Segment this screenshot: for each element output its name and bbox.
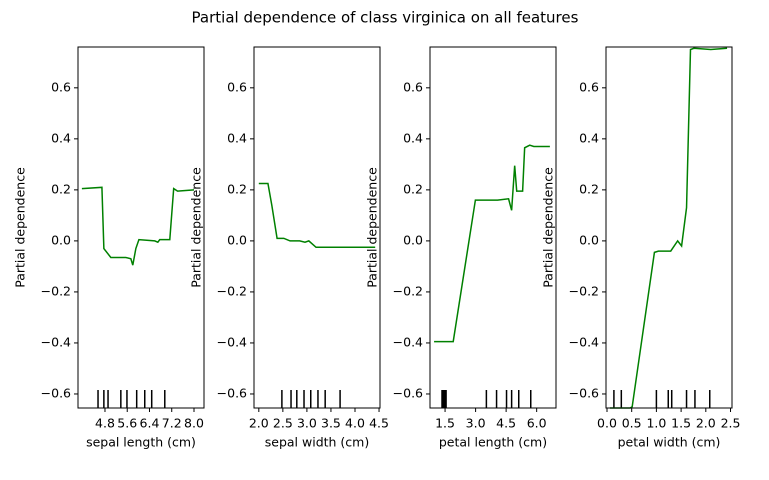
y-tick-label: −0.4 bbox=[41, 334, 71, 349]
x-tick-label: 2.5 bbox=[721, 416, 741, 431]
x-tick-label: 6.0 bbox=[527, 416, 547, 431]
x-tick-label: 1.0 bbox=[646, 416, 666, 431]
y-tick-label: 0.2 bbox=[227, 181, 247, 196]
y-tick-label: −0.6 bbox=[569, 385, 599, 400]
y-tick-label: −0.2 bbox=[569, 283, 599, 298]
x-tick-label: 5.6 bbox=[117, 416, 137, 431]
y-tick-label: 0.4 bbox=[403, 130, 423, 145]
x-tick-label: 1.5 bbox=[435, 416, 455, 431]
pd-line bbox=[609, 47, 728, 409]
y-axis-label: Partial dependence bbox=[189, 167, 204, 288]
x-axis-label: sepal width (cm) bbox=[265, 435, 369, 450]
x-axis-label: sepal length (cm) bbox=[86, 435, 196, 450]
y-tick-label: 0.2 bbox=[403, 181, 423, 196]
y-tick-label: −0.6 bbox=[393, 385, 423, 400]
figure-title: Partial dependence of class virginica on… bbox=[192, 9, 579, 27]
y-tick-label: 0.0 bbox=[403, 232, 423, 247]
y-tick-label: −0.2 bbox=[217, 283, 247, 298]
y-tick-label: −0.2 bbox=[393, 283, 423, 298]
y-tick-label: −0.4 bbox=[393, 334, 423, 349]
y-tick-label: −0.6 bbox=[217, 385, 247, 400]
x-tick-label: 2.0 bbox=[249, 416, 269, 431]
pd-line bbox=[258, 182, 376, 249]
x-tick-label: 0.0 bbox=[597, 416, 617, 431]
x-tick-label: 3.5 bbox=[321, 416, 341, 431]
y-axis-label: Partial dependence bbox=[541, 167, 556, 288]
axes-frame bbox=[429, 46, 557, 409]
y-tick-label: 0.6 bbox=[227, 79, 247, 94]
y-tick-label: 0.4 bbox=[51, 130, 71, 145]
x-tick-label: 2.0 bbox=[696, 416, 716, 431]
axes-frame bbox=[253, 46, 381, 409]
axes-frame bbox=[605, 46, 733, 409]
x-tick-label: 1.5 bbox=[671, 416, 691, 431]
y-tick-label: 0.2 bbox=[51, 181, 71, 196]
y-tick-label: 0.0 bbox=[227, 232, 247, 247]
y-tick-label: 0.6 bbox=[579, 79, 599, 94]
x-tick-label: 4.5 bbox=[369, 416, 389, 431]
y-tick-label: −0.2 bbox=[41, 283, 71, 298]
x-tick-label: 0.5 bbox=[622, 416, 642, 431]
axes-frame bbox=[77, 46, 205, 409]
y-tick-label: 0.4 bbox=[227, 130, 247, 145]
x-tick-label: 4.0 bbox=[345, 416, 365, 431]
x-tick-label: 2.5 bbox=[273, 416, 293, 431]
x-tick-label: 3.0 bbox=[466, 416, 486, 431]
y-tick-label: 0.0 bbox=[579, 232, 599, 247]
y-tick-label: 0.4 bbox=[579, 130, 599, 145]
pd-line bbox=[81, 186, 195, 266]
y-tick-label: 0.0 bbox=[51, 232, 71, 247]
x-tick-label: 3.0 bbox=[297, 416, 317, 431]
y-tick-label: 0.6 bbox=[51, 79, 71, 94]
x-tick-label: 4.8 bbox=[95, 416, 115, 431]
y-tick-label: 0.2 bbox=[579, 181, 599, 196]
x-axis-label: petal width (cm) bbox=[618, 435, 721, 450]
y-axis-label: Partial dependence bbox=[365, 167, 380, 288]
y-tick-label: 0.6 bbox=[403, 79, 423, 94]
x-tick-label: 4.5 bbox=[496, 416, 516, 431]
y-tick-label: −0.6 bbox=[41, 385, 71, 400]
x-tick-label: 6.4 bbox=[140, 416, 160, 431]
x-tick-label: 8.0 bbox=[184, 416, 204, 431]
pd-line bbox=[434, 144, 550, 343]
y-axis-label: Partial dependence bbox=[13, 167, 28, 288]
y-tick-label: −0.4 bbox=[569, 334, 599, 349]
x-axis-label: petal length (cm) bbox=[439, 435, 547, 450]
y-tick-label: −0.4 bbox=[217, 334, 247, 349]
x-tick-label: 7.2 bbox=[162, 416, 182, 431]
